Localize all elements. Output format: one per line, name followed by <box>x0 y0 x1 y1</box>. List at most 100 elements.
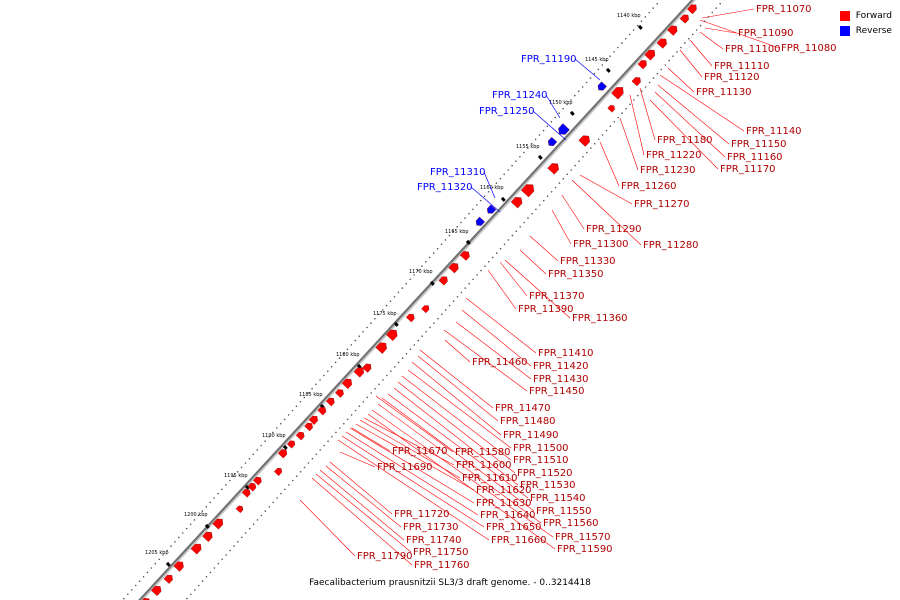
forward-gene-label[interactable]: FPR_11460 <box>472 357 528 368</box>
forward-gene-arrow[interactable] <box>667 25 678 36</box>
reverse-gene-label[interactable]: FPR_11250 <box>479 106 535 117</box>
forward-gene-label[interactable]: FPR_11150 <box>731 139 787 150</box>
forward-gene-label[interactable]: FPR_11660 <box>491 535 547 546</box>
forward-gene-arrow[interactable] <box>190 543 202 555</box>
forward-gene-arrow[interactable] <box>253 476 262 486</box>
forward-gene-label[interactable]: FPR_11110 <box>714 61 770 72</box>
forward-gene-arrow[interactable] <box>163 574 173 584</box>
forward-gene-label[interactable]: FPR_11280 <box>643 240 699 251</box>
forward-gene-label[interactable]: FPR_11640 <box>480 510 536 521</box>
reverse-gene-label[interactable]: FPR_11240 <box>492 90 548 101</box>
forward-gene-label[interactable]: FPR_11620 <box>476 485 532 496</box>
forward-gene-label[interactable]: FPR_11170 <box>720 164 776 175</box>
forward-gene-arrow[interactable] <box>335 389 344 398</box>
forward-gene-arrow[interactable] <box>274 467 283 476</box>
forward-gene-label[interactable]: FPR_11630 <box>476 498 532 509</box>
forward-gene-arrow[interactable] <box>341 378 353 390</box>
forward-gene-label[interactable]: FPR_11360 <box>572 313 628 324</box>
reverse-gene-arrow[interactable] <box>486 204 497 214</box>
forward-gene-label[interactable]: FPR_11480 <box>500 416 556 427</box>
forward-gene-arrow[interactable] <box>295 431 305 441</box>
forward-gene-arrow[interactable] <box>510 196 523 209</box>
forward-gene-arrow[interactable] <box>656 38 667 49</box>
reverse-gene-arrow[interactable] <box>475 216 485 226</box>
forward-gene-arrow[interactable] <box>385 329 398 341</box>
forward-gene-label[interactable]: FPR_11600 <box>456 460 512 471</box>
forward-gene-label[interactable]: FPR_11720 <box>394 509 450 520</box>
forward-gene-arrow[interactable] <box>212 518 224 530</box>
forward-gene-label[interactable]: FPR_11230 <box>640 165 696 176</box>
forward-gene-label[interactable]: FPR_11260 <box>621 181 677 192</box>
forward-gene-arrow[interactable] <box>287 440 296 449</box>
forward-gene-label[interactable]: FPR_11160 <box>727 152 783 163</box>
reverse-gene-arrow[interactable] <box>547 136 558 147</box>
forward-gene-arrow[interactable] <box>173 561 184 572</box>
forward-gene-label[interactable]: FPR_11140 <box>746 126 802 137</box>
forward-gene-arrow[interactable] <box>438 276 448 286</box>
forward-gene-label[interactable]: FPR_11120 <box>704 72 760 83</box>
forward-gene-arrow[interactable] <box>448 263 459 274</box>
forward-gene-label[interactable]: FPR_11610 <box>462 473 518 484</box>
forward-gene-label[interactable]: FPR_11090 <box>738 28 794 39</box>
forward-gene-label[interactable]: FPR_11650 <box>486 522 542 533</box>
forward-gene-arrow[interactable] <box>547 163 559 175</box>
forward-gene-arrow[interactable] <box>631 77 641 87</box>
forward-gene-label[interactable]: FPR_11180 <box>657 135 713 146</box>
forward-gene-arrow[interactable] <box>578 135 590 147</box>
forward-gene-label[interactable]: FPR_11690 <box>377 462 433 473</box>
forward-gene-label[interactable]: FPR_11500 <box>513 443 569 454</box>
reverse-gene-label[interactable]: FPR_11320 <box>417 182 473 193</box>
reverse-gene-arrow[interactable] <box>597 81 607 91</box>
forward-gene-arrow[interactable] <box>375 342 387 354</box>
forward-gene-label[interactable]: FPR_11730 <box>403 522 459 533</box>
forward-gene-label[interactable]: FPR_11070 <box>756 4 812 15</box>
forward-gene-label[interactable]: FPR_11760 <box>414 560 470 571</box>
forward-gene-label[interactable]: FPR_11670 <box>392 446 448 457</box>
forward-gene-arrow[interactable] <box>277 449 288 459</box>
reverse-gene-arrow[interactable] <box>558 123 570 135</box>
forward-gene-label[interactable]: FPR_11570 <box>555 532 611 543</box>
forward-gene-arrow[interactable] <box>362 363 372 373</box>
forward-gene-label[interactable]: FPR_11420 <box>533 361 589 372</box>
forward-gene-arrow[interactable] <box>235 505 244 514</box>
reverse-gene-label[interactable]: FPR_11310 <box>430 167 486 178</box>
forward-gene-label[interactable]: FPR_11510 <box>513 455 569 466</box>
forward-gene-label[interactable]: FPR_11530 <box>520 480 576 491</box>
forward-gene-label[interactable]: FPR_11130 <box>696 87 752 98</box>
forward-gene-arrow[interactable] <box>459 251 470 261</box>
forward-gene-arrow[interactable] <box>202 531 213 542</box>
forward-gene-label[interactable]: FPR_11350 <box>548 269 604 280</box>
forward-gene-arrow[interactable] <box>607 105 615 113</box>
forward-gene-label[interactable]: FPR_11580 <box>455 447 511 458</box>
forward-gene-label[interactable]: FPR_11100 <box>725 44 781 55</box>
forward-gene-label[interactable]: FPR_11430 <box>533 374 589 385</box>
forward-gene-arrow[interactable] <box>151 585 162 597</box>
forward-gene-label[interactable]: FPR_11750 <box>413 547 469 558</box>
forward-gene-label[interactable]: FPR_11370 <box>529 291 585 302</box>
forward-gene-arrow[interactable] <box>317 406 327 416</box>
forward-gene-arrow[interactable] <box>405 313 415 323</box>
forward-gene-label[interactable]: FPR_11540 <box>530 493 586 504</box>
forward-gene-label[interactable]: FPR_11520 <box>517 468 573 479</box>
forward-gene-label[interactable]: FPR_11410 <box>538 348 594 359</box>
forward-gene-label[interactable]: FPR_11550 <box>536 506 592 517</box>
forward-gene-arrow[interactable] <box>644 49 656 61</box>
forward-gene-label[interactable]: FPR_11740 <box>406 535 462 546</box>
forward-gene-arrow[interactable] <box>679 14 689 24</box>
forward-gene-label[interactable]: FPR_11560 <box>543 518 599 529</box>
forward-gene-arrow[interactable] <box>637 60 647 70</box>
forward-gene-label[interactable]: FPR_11390 <box>518 304 574 315</box>
forward-gene-arrow[interactable] <box>325 397 335 407</box>
forward-gene-label[interactable]: FPR_11270 <box>634 199 690 210</box>
forward-gene-label[interactable]: FPR_11590 <box>557 544 613 555</box>
forward-gene-label[interactable]: FPR_11290 <box>586 224 642 235</box>
forward-gene-arrow[interactable] <box>353 367 365 378</box>
forward-gene-label[interactable]: FPR_11330 <box>560 256 616 267</box>
forward-gene-arrow[interactable] <box>304 422 313 432</box>
forward-gene-arrow[interactable] <box>241 488 251 498</box>
forward-gene-arrow[interactable] <box>520 184 535 198</box>
forward-gene-arrow[interactable] <box>247 482 257 492</box>
forward-gene-label[interactable]: FPR_11450 <box>529 386 585 397</box>
forward-gene-arrow[interactable] <box>687 4 697 15</box>
forward-gene-arrow[interactable] <box>611 87 624 100</box>
